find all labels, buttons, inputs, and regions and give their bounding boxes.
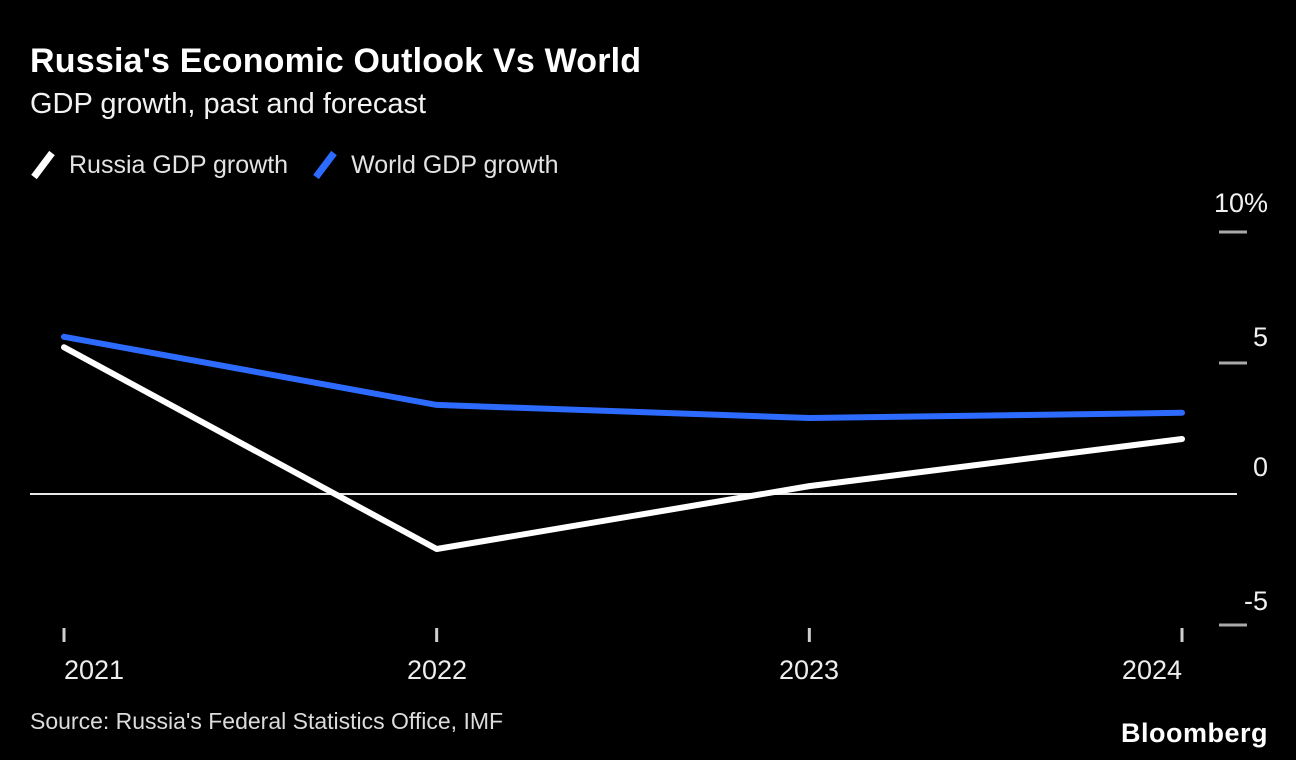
legend-label-russia: Russia GDP growth [69,150,289,179]
x-axis-label-2021: 2021 [64,655,125,685]
chart-subtitle: GDP growth, past and forecast [30,88,427,120]
world-gdp-growth-line [61,333,1185,422]
legend-item-russia: Russia GDP growth [30,150,288,180]
legend-item-world: World GDP growth [312,150,559,180]
x-axis-label-2022: 2022 [406,655,468,685]
y-axis-label-10: 10% [1213,188,1268,218]
source-line: Source: Russia's Federal Statistics Offi… [30,708,504,734]
y-axis-label-5: 5 [1252,322,1268,352]
russia-gdp-growth-line [61,344,1185,553]
bloomberg-logo: Bloomberg [1120,718,1268,748]
world-slash-icon [313,150,337,180]
x-axis-label-2024: 2024 [1121,655,1182,685]
legend-label-world: World GDP growth [351,150,559,179]
x-axis-label-2023: 2023 [778,655,840,685]
y-axis-label-neg5: -5 [1243,586,1268,616]
y-axis-label-0: 0 [1252,452,1268,482]
russia-slash-icon [31,150,55,180]
legend: Russia GDP growth World GDP growth [30,150,559,180]
chart-title: Russia's Economic Outlook Vs World [30,42,642,80]
